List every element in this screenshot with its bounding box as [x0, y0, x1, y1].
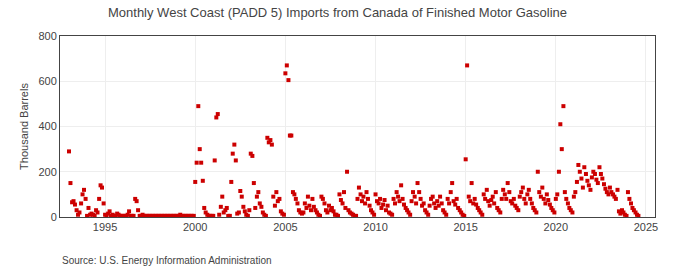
svg-text:2000: 2000	[183, 221, 207, 233]
svg-text:2025: 2025	[634, 221, 658, 233]
svg-text:Source: U.S. Energy Informatio: Source: U.S. Energy Information Administ…	[62, 255, 272, 266]
svg-text:2005: 2005	[273, 221, 297, 233]
svg-text:2010: 2010	[363, 221, 387, 233]
svg-text:Thousand Barrels: Thousand Barrels	[18, 83, 30, 170]
svg-text:Monthly West Coast (PADD 5) Im: Monthly West Coast (PADD 5) Imports from…	[108, 5, 567, 20]
svg-text:2015: 2015	[453, 221, 477, 233]
svg-text:200: 200	[38, 166, 56, 178]
svg-text:400: 400	[38, 120, 56, 132]
svg-text:800: 800	[38, 30, 56, 42]
svg-text:0: 0	[51, 211, 57, 223]
svg-text:1995: 1995	[93, 221, 117, 233]
svg-text:2020: 2020	[544, 221, 568, 233]
svg-text:600: 600	[38, 75, 56, 87]
